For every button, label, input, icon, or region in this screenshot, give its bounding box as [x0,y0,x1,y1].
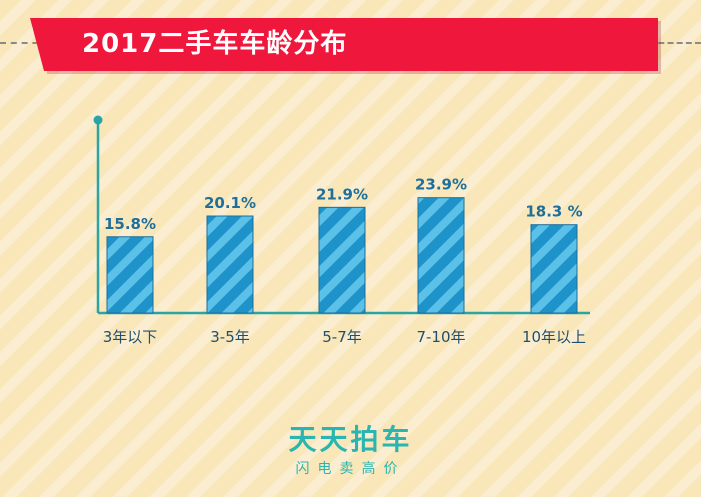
category-label-2: 3-5年 [210,328,250,346]
page-title: 2017二手车车龄分布 [82,29,348,59]
bar-2 [206,215,254,314]
bar-value-label-5: 18.3 % [525,203,582,221]
bar-5 [530,224,578,314]
decorative-dash-right [640,42,701,44]
bar-value-label-2: 20.1% [204,194,256,212]
category-label-3: 5-7年 [322,328,362,346]
bar-value-label-4: 23.9% [415,176,467,194]
category-label-1: 3年以下 [103,328,158,346]
bar-1 [106,236,154,314]
brand-logo-text: 天天拍车 [288,423,413,456]
title-banner: 2017二手车车龄分布 [30,18,658,71]
category-label-4: 7-10年 [416,328,465,346]
category-label-5: 10年以上 [522,328,586,346]
bar-value-label-3: 21.9% [316,185,368,203]
brand-slogan: 闪电卖高价 [295,461,406,477]
bar-4 [417,197,465,314]
y-axis-end-dot [93,115,103,125]
bar-value-label-1: 15.8% [104,215,156,233]
bar-3 [318,206,366,314]
